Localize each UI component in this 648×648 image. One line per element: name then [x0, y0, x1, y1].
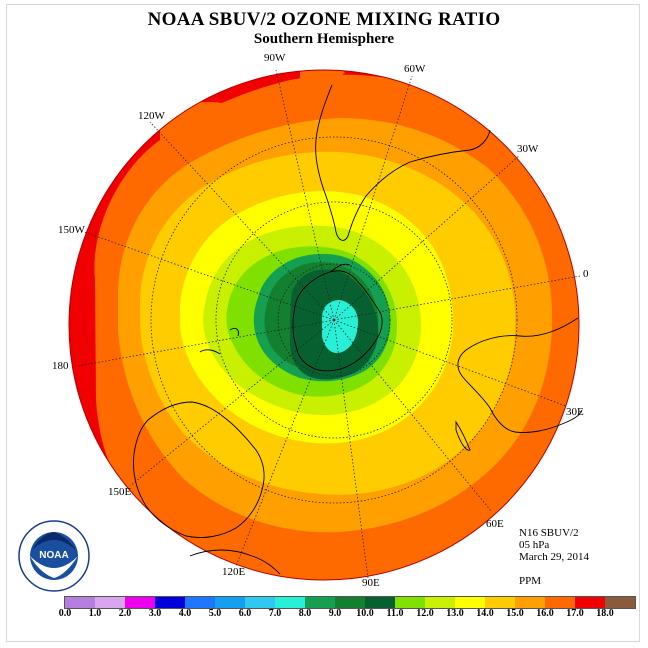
lon-label-150w: 150W	[58, 224, 85, 236]
australia-coast	[133, 401, 265, 539]
color-scale-tick: 4.0	[178, 608, 192, 619]
color-scale-tick: 8.0	[298, 608, 312, 619]
madagascar-coast	[455, 420, 471, 451]
logo-text: NOAA	[39, 550, 68, 561]
contour-band-7	[322, 300, 358, 354]
color-scale-tick: 6.0	[238, 608, 252, 619]
color-scale-tick: 10.0	[356, 608, 374, 619]
lon-label-120e: 120E	[222, 566, 246, 578]
color-scale-tick: 3.0	[148, 608, 162, 619]
color-swatch-1	[95, 597, 125, 608]
meridian-line	[149, 121, 335, 321]
lon-label-120w: 120W	[138, 110, 165, 122]
color-scale-tick: 16.0	[536, 608, 554, 619]
color-swatch-8	[305, 597, 335, 608]
lon-label-150e: 150E	[108, 486, 132, 498]
color-scale-tick: 1.0	[88, 608, 102, 619]
indonesia-coast	[189, 549, 281, 575]
color-swatch-15	[515, 597, 545, 608]
meridian-line	[83, 231, 335, 321]
figure-frame	[6, 4, 640, 642]
lon-label-30e: 30E	[566, 406, 584, 418]
antarctica-coast	[292, 263, 383, 372]
graticule	[150, 136, 518, 504]
map-title: NOAA SBUV/2 OZONE MIXING RATIO	[147, 9, 501, 30]
color-scale-tick: 18.0	[596, 608, 614, 619]
lon-label-180: 180	[52, 360, 69, 372]
date-label: March 29, 2014	[519, 551, 589, 563]
instrument-label: N16 SBUV/2	[519, 527, 579, 539]
meridian-line	[235, 319, 335, 567]
coastlines	[133, 84, 583, 575]
color-scale-tick: 12.0	[416, 608, 434, 619]
color-swatch-16	[545, 597, 575, 608]
color-scale-tick: 5.0	[208, 608, 222, 619]
color-scale-tick: 17.0	[566, 608, 584, 619]
lon-label-60w: 60W	[404, 63, 426, 75]
pressure-level-label: 05 hPa	[519, 539, 550, 551]
south-america-coast	[315, 84, 491, 241]
color-scale-tick: 2.0	[118, 608, 132, 619]
lon-label-60e: 60E	[486, 518, 504, 530]
color-swatch-4	[185, 597, 215, 608]
color-swatch-12	[425, 597, 455, 608]
color-scale-tick: 11.0	[386, 608, 404, 619]
map-boundary	[68, 69, 580, 581]
color-swatch-7	[275, 597, 305, 608]
color-scale-tick: 9.0	[328, 608, 342, 619]
color-scale-tick: 15.0	[506, 608, 524, 619]
color-swatch-14	[485, 597, 515, 608]
meridian-line	[333, 75, 413, 321]
meridian-line	[333, 319, 567, 407]
meridian-line	[333, 319, 493, 513]
noaa-logo: NOAA	[18, 520, 90, 592]
color-scale-tick: 0.0	[58, 608, 72, 619]
africa-coast	[457, 317, 583, 433]
lon-label-90e: 90E	[362, 577, 380, 589]
color-swatch-9	[335, 597, 365, 608]
color-swatch-17	[575, 597, 605, 608]
color-scale-tick: 14.0	[476, 608, 494, 619]
map-subtitle: Southern Hemisphere	[253, 31, 395, 47]
lon-label-0: 0	[583, 268, 589, 280]
lon-label-30w: 30W	[517, 143, 539, 155]
color-swatch-10	[365, 597, 395, 608]
color-swatch-3	[155, 597, 185, 608]
lon-label-90w: 90W	[264, 52, 286, 64]
meridian-line	[333, 319, 369, 579]
color-scale-tick: 13.0	[446, 608, 464, 619]
color-scale-bar	[64, 596, 636, 609]
color-swatch-5	[215, 597, 245, 608]
color-swatch-11	[395, 597, 425, 608]
color-swatch-0	[65, 597, 95, 608]
meridian-line	[333, 154, 521, 321]
color-swatch-18	[605, 597, 635, 608]
new-zealand-coast	[199, 327, 239, 355]
meridian-line	[275, 69, 335, 321]
meridian-line	[77, 319, 335, 367]
color-scale-tick: 7.0	[268, 608, 282, 619]
color-swatch-2	[125, 597, 155, 608]
color-swatch-6	[245, 597, 275, 608]
meridians	[77, 69, 581, 579]
units-label: PPM	[519, 575, 542, 587]
color-swatch-13	[455, 597, 485, 608]
